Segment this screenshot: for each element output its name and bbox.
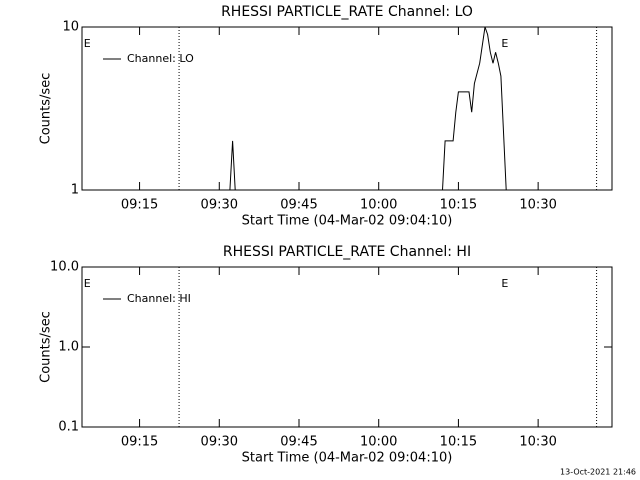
x-tick-label: 10:00 bbox=[360, 198, 397, 213]
flag-label: E bbox=[501, 37, 508, 50]
x-tick-label: 09:45 bbox=[280, 435, 317, 450]
legend-label: Channel: LO bbox=[127, 52, 194, 65]
x-tick-label: 09:30 bbox=[201, 435, 238, 450]
x-tick-label: 10:15 bbox=[440, 198, 477, 213]
x-tick-label: 09:30 bbox=[201, 198, 238, 213]
x-tick-label: 10:30 bbox=[519, 198, 556, 213]
footer: 13-Oct-2021 21:46 bbox=[560, 468, 636, 477]
y-tick-label: 1.0 bbox=[58, 340, 79, 355]
flag-label: E bbox=[501, 277, 508, 290]
plot-frame bbox=[81, 266, 613, 428]
y-tick-label: 0.1 bbox=[58, 420, 79, 435]
flag-label: E bbox=[84, 37, 91, 50]
chart-title: RHESSI PARTICLE_RATE Channel: LO bbox=[221, 4, 473, 20]
x-tick-label: 09:15 bbox=[121, 435, 158, 450]
x-axis-label: Start Time (04-Mar-02 09:04:10) bbox=[242, 214, 453, 229]
y-axis-label: Counts/sec bbox=[39, 311, 54, 383]
x-tick-label: 09:45 bbox=[280, 198, 317, 213]
chart-title: RHESSI PARTICLE_RATE Channel: HI bbox=[223, 244, 471, 260]
y-tick-label: 10.0 bbox=[50, 260, 79, 275]
y-tick-label: 1 bbox=[71, 183, 79, 198]
data-line bbox=[86, 26, 608, 191]
y-axis-label: Counts/sec bbox=[39, 73, 54, 145]
legend-label: Channel: HI bbox=[127, 292, 191, 305]
y-tick-label: 10 bbox=[62, 20, 79, 35]
x-tick-label: 10:00 bbox=[360, 435, 397, 450]
flag-label: E bbox=[84, 277, 91, 290]
x-tick-label: 10:15 bbox=[440, 435, 477, 450]
x-tick-label: 10:30 bbox=[519, 435, 556, 450]
x-axis-label: Start Time (04-Mar-02 09:04:10) bbox=[242, 451, 453, 466]
x-tick-label: 09:15 bbox=[121, 198, 158, 213]
